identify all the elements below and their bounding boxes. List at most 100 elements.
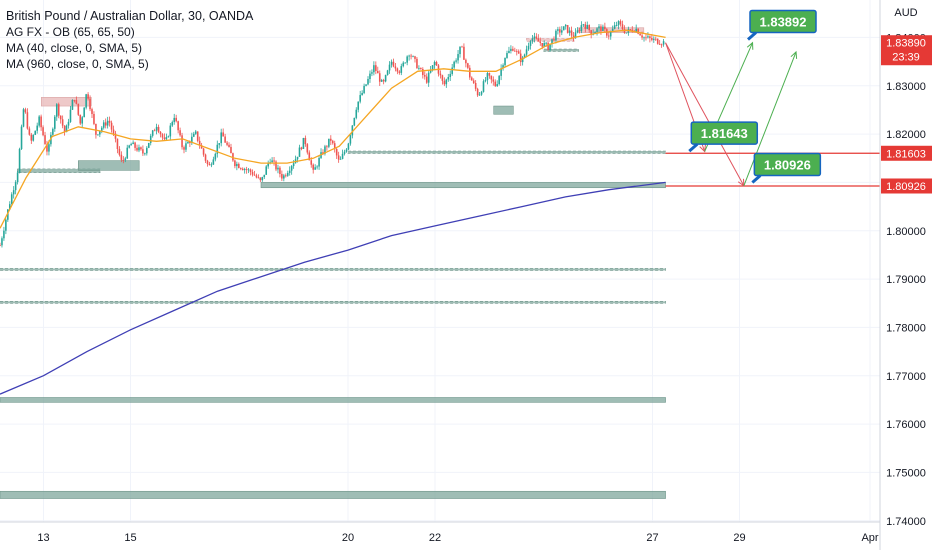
candle-body-212 (414, 56, 416, 59)
candle-body-206 (402, 62, 405, 67)
candle-body-117 (228, 144, 230, 147)
annotation-text-2: 1.80926 (764, 158, 811, 173)
candle-body-272 (531, 38, 534, 42)
candle-body-58 (112, 129, 115, 134)
candle-body-59 (114, 133, 117, 139)
candle-body-87 (169, 125, 172, 137)
candle-body-7 (12, 190, 15, 195)
candle-body-186 (363, 85, 365, 93)
candle-body-82 (159, 131, 162, 135)
candle-body-191 (373, 65, 375, 73)
candle-body-329 (643, 37, 645, 39)
candle-body-325 (635, 28, 637, 32)
candle-body-110 (214, 153, 217, 160)
candle-body-99 (192, 133, 195, 137)
candle-body-267 (521, 57, 524, 63)
candle-body-166 (324, 146, 326, 154)
annotation-pointer-0 (747, 31, 757, 41)
candle-body-111 (216, 144, 219, 154)
candle-body-149 (290, 166, 293, 171)
candle-body-168 (328, 138, 330, 147)
indicator-ob[interactable]: AG FX - OB (65, 65, 50) (6, 25, 135, 39)
candle-body-338 (660, 44, 663, 46)
candle-body-233 (455, 60, 457, 62)
candle-body-281 (549, 43, 551, 50)
candle-body-145 (283, 175, 285, 179)
candle-body-9 (16, 172, 19, 183)
candle-body-161 (314, 167, 316, 170)
candle-body-118 (230, 146, 232, 154)
candle-body-51 (99, 130, 101, 135)
candle-body-223 (435, 62, 438, 66)
price-label-bg-2 (881, 178, 932, 194)
candle-body-269 (525, 49, 528, 55)
candle-body-174 (339, 158, 342, 160)
candle-body-36 (69, 109, 72, 122)
candle-body-204 (398, 71, 401, 73)
candle-body-97 (189, 142, 191, 144)
candle-body-242 (472, 80, 475, 83)
candle-body-107 (208, 164, 211, 166)
candle-body-210 (410, 55, 412, 57)
indicator-ma-960[interactable]: MA (960, close, 0, SMA, 5) (6, 57, 149, 71)
candle-body-190 (371, 72, 373, 74)
candle-body-298 (582, 24, 585, 26)
candle-body-40 (77, 103, 80, 115)
candle-body-3 (5, 219, 7, 231)
candle-body-222 (433, 62, 436, 66)
candle-body-199 (388, 64, 391, 71)
y-tick-label-6: 1.78000 (886, 322, 926, 334)
candle-body-39 (75, 100, 78, 104)
candle-body-305 (596, 28, 598, 33)
candle-body-81 (157, 126, 160, 132)
candle-body-54 (104, 122, 107, 126)
candle-body-289 (564, 25, 567, 27)
candle-body-46 (89, 98, 91, 110)
chart-grid (0, 0, 880, 522)
candle-body-129 (251, 172, 254, 175)
candle-body-6 (10, 194, 13, 205)
candle-body-263 (514, 50, 516, 52)
candle-body-169 (330, 138, 332, 141)
candle-body-120 (234, 160, 236, 167)
candle-body-79 (153, 130, 156, 132)
candle-body-76 (147, 142, 150, 148)
candle-body-141 (275, 161, 277, 170)
candle-body-327 (639, 33, 641, 36)
y-tick-label-2: 1.82000 (886, 129, 926, 141)
candle-body-314 (613, 25, 616, 29)
indicator-ma-40[interactable]: MA (40, close, 0, SMA, 5) (6, 41, 143, 55)
candle-body-188 (367, 79, 369, 85)
candle-body-307 (600, 26, 602, 31)
candle-body-60 (116, 138, 119, 149)
candle-body-137 (267, 162, 269, 167)
candle-body-283 (553, 39, 555, 41)
candle-body-258 (504, 57, 506, 66)
order-block-3 (347, 150, 666, 154)
candle-body-209 (408, 55, 410, 57)
candle-body-147 (286, 172, 289, 176)
candle-body-246 (480, 91, 483, 95)
candle-body-198 (386, 70, 389, 76)
candle-body-332 (649, 36, 651, 39)
candle-body-225 (439, 73, 442, 76)
candle-body-183 (357, 101, 360, 110)
candle-body-132 (257, 177, 260, 179)
candle-body-173 (337, 155, 340, 160)
candle-body-162 (316, 166, 318, 168)
price-label-text-2: 1.80926 (886, 181, 926, 193)
candle-body-334 (653, 38, 655, 40)
candle-body-4 (7, 209, 9, 220)
candle-body-1 (1, 238, 3, 246)
ma-line-1 (0, 181, 666, 395)
candle-body-142 (277, 167, 279, 170)
candle-body-21 (40, 116, 42, 128)
candle-body-195 (380, 80, 383, 82)
candle-body-154 (300, 147, 303, 149)
candle-body-121 (236, 163, 238, 167)
candle-body-216 (422, 69, 424, 76)
candle-body-96 (187, 142, 189, 144)
candle-body-72 (140, 147, 142, 150)
annotation-box-0 (749, 9, 817, 34)
